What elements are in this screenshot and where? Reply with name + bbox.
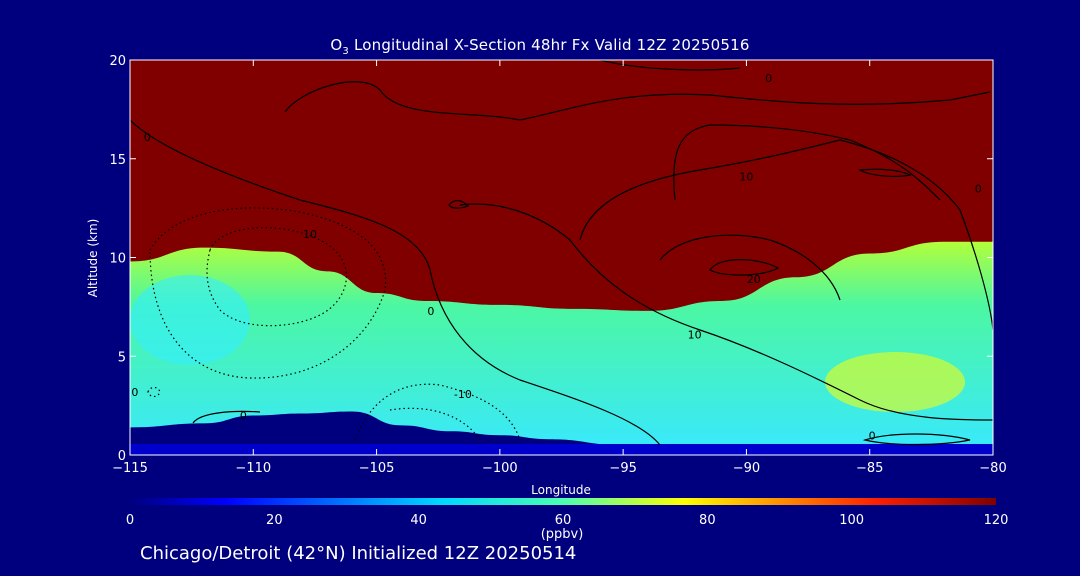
x-tick-label: −85	[856, 461, 883, 476]
contour-line-5	[673, 124, 941, 201]
contour-line-0-upper	[284, 81, 991, 121]
x-axis-label: Longitude	[531, 483, 591, 497]
y-tick-label: 5	[118, 350, 126, 365]
contour-lines	[130, 60, 993, 446]
contour-line-15	[858, 168, 912, 177]
x-tick-label: −80	[979, 461, 1006, 476]
colorbar-tick-label: 40	[410, 513, 427, 528]
colorbar-unit: (ppbv)	[540, 527, 584, 542]
contour-label: 0	[427, 305, 434, 318]
contour-line-0-lower	[862, 433, 971, 446]
contour-label: 0	[765, 72, 772, 85]
contour-line-neg-small	[147, 386, 161, 398]
contour-line-30	[709, 259, 780, 276]
contour-line-neg-20-lower	[389, 407, 481, 441]
contour-line-10	[459, 203, 993, 421]
contour-label: 0	[131, 386, 138, 399]
negative-contour-lines	[147, 207, 521, 441]
colorbar-tick-label: 80	[699, 513, 716, 528]
x-tick-label: −100	[482, 461, 518, 476]
y-tick-label: 10	[109, 252, 126, 267]
colorbar-gradient	[130, 498, 996, 505]
contour-line-0-left	[192, 410, 261, 424]
surface-layer	[130, 444, 993, 455]
high-ozone-patch	[825, 352, 965, 412]
stratosphere-ozone-field	[130, 60, 993, 311]
contour-label: 0	[144, 131, 151, 144]
contour-label: 0	[869, 429, 876, 442]
contour-line-small	[448, 200, 470, 209]
contour-line-neg-10-inner	[206, 227, 347, 327]
contour-label: -10	[454, 388, 472, 401]
contour-label: 10	[688, 329, 702, 342]
contour-label: 0	[240, 410, 247, 423]
y-tick-label: 0	[118, 449, 126, 464]
x-tick-label: −90	[733, 461, 760, 476]
contour-label: 10	[303, 228, 317, 241]
x-tick-label: −95	[609, 461, 636, 476]
y-axis-label: Altitude (km)	[86, 219, 100, 298]
y-axis: 0 5 10 15 20	[109, 54, 993, 464]
contour-line-0	[130, 119, 661, 446]
low-ozone-patch	[130, 275, 250, 365]
contour-labels: 0 0 10 0 10 20 0 10 -10 0 0 0	[131, 72, 981, 442]
y-tick-label: 15	[109, 153, 126, 168]
colorbar-ticks: 0 20 40 60 80 100 120	[126, 513, 1009, 528]
y-tick-label: 20	[109, 54, 126, 69]
contour-label: 0	[975, 182, 982, 195]
contour-label: 10	[739, 171, 753, 184]
x-tick-label: −105	[359, 461, 395, 476]
contour-line-20	[659, 234, 841, 301]
x-axis: −115 −110 −105 −100 −95 −90 −85 −80	[112, 60, 1007, 476]
colorbar-tick-label: 100	[839, 513, 864, 528]
colorbar-tick-label: 120	[984, 513, 1009, 528]
colorbar-tick-label: 60	[555, 513, 572, 528]
x-tick-label: −115	[112, 461, 148, 476]
x-tick-label: −110	[235, 461, 271, 476]
plot-area: 0 0 10 0 10 20 0 10 -10 0 0 0	[130, 60, 993, 455]
colorbar-tick-label: 20	[266, 513, 283, 528]
contour-line-0-top	[599, 60, 741, 71]
colorbar: 0 20 40 60 80 100 120	[126, 498, 1009, 528]
chart-title: O3 Longitudinal X-Section 48hr Fx Valid …	[330, 36, 750, 57]
colorbar-tick-label: 0	[126, 513, 134, 528]
contour-line-10-upper	[579, 139, 993, 331]
contour-label: 20	[747, 273, 761, 286]
run-caption: Chicago/Detroit (42°N) Initialized 12Z 2…	[140, 543, 577, 564]
contour-line-neg-10-outer	[149, 207, 387, 379]
